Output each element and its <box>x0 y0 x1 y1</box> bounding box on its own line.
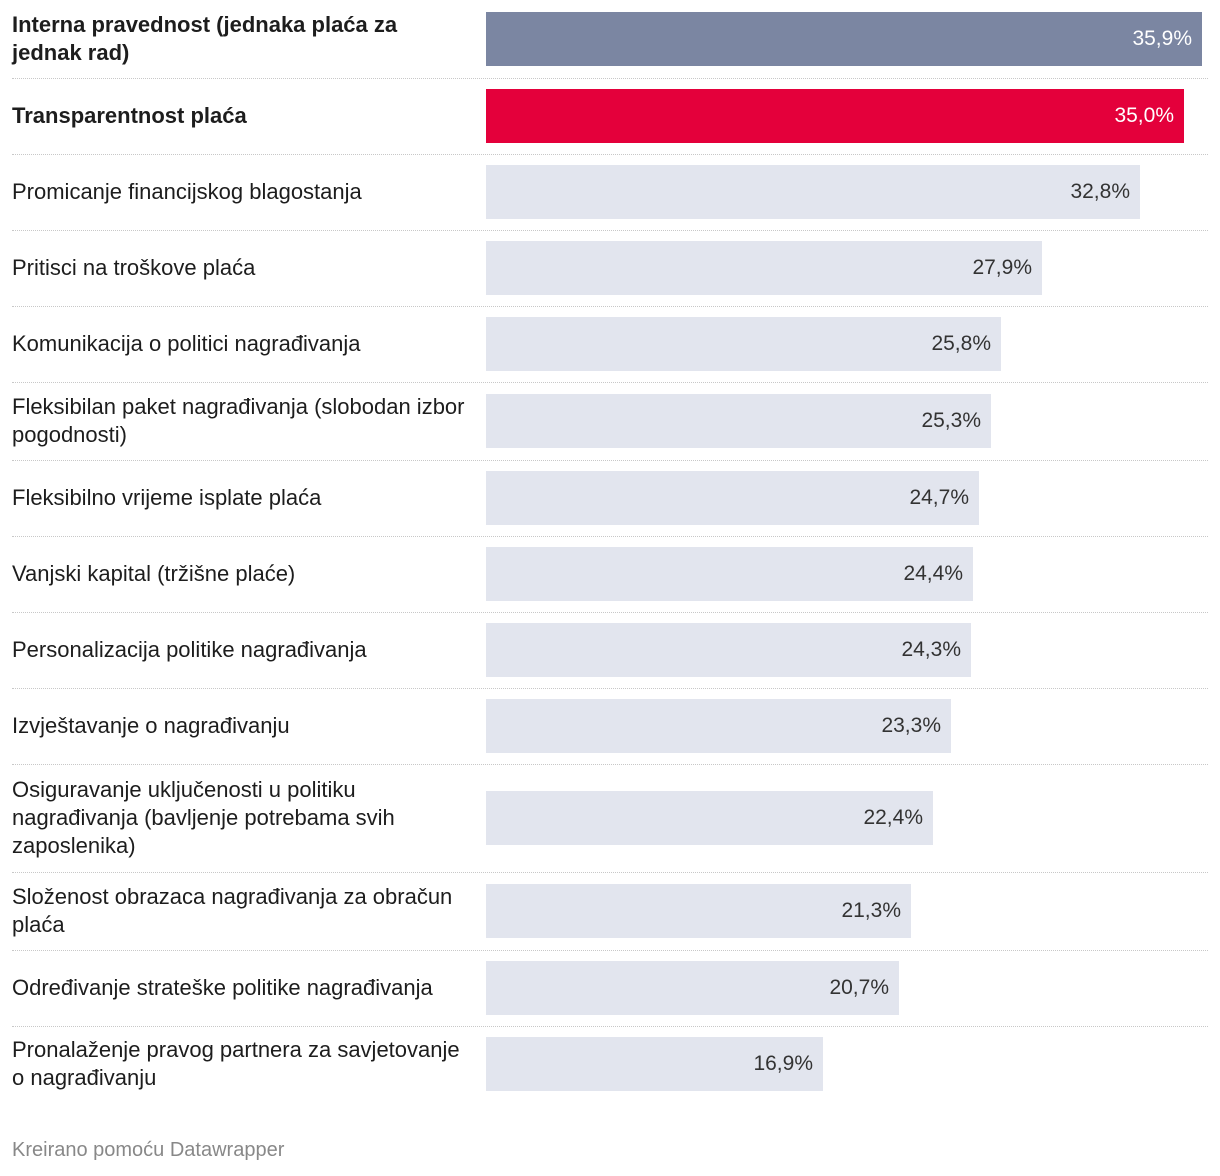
bar: 35,9% <box>486 12 1202 66</box>
bar: 22,4% <box>486 791 933 845</box>
bar: 24,3% <box>486 623 971 677</box>
category-label: Pronalaženje pravog partnera za savjetov… <box>12 1037 460 1090</box>
category-label: Promicanje financijskog blagostanja <box>12 179 362 204</box>
bar: 24,7% <box>486 471 979 525</box>
bar-row: Pronalaženje pravog partnera za savjetov… <box>12 1026 1208 1102</box>
bar-row: Komunikacija o politici nagrađivanja 25,8… <box>12 306 1208 383</box>
category-label: Fleksibilan paket nagrađivanja (slobodan… <box>12 394 465 447</box>
category-label: Složenost obrazaca nagrađivanja za obrač… <box>12 884 453 937</box>
bar: 25,3% <box>486 394 991 448</box>
bar-value-label: 22,4% <box>863 806 923 829</box>
category-label: Osiguravanje uključenosti u politiku nag… <box>12 777 395 858</box>
bar-value-label: 24,4% <box>903 562 963 585</box>
bar-row: Fleksibilno vrijeme isplate plaća 24,7% <box>12 460 1208 537</box>
category-label: Izvještavanje o nagrađivanju <box>12 713 290 738</box>
bar: 27,9% <box>486 241 1042 295</box>
bar-value-label: 16,9% <box>753 1052 813 1075</box>
bar-value-label: 35,0% <box>1114 104 1174 127</box>
bar-value-label: 20,7% <box>829 976 889 999</box>
bar-value-label: 25,3% <box>921 409 981 432</box>
bar-value-label: 23,3% <box>881 714 941 737</box>
category-label: Personalizacija politike nagrađivanja <box>12 637 367 662</box>
bar-row: Promicanje financijskog blagostanja 32,8% <box>12 154 1208 231</box>
category-label: Fleksibilno vrijeme isplate plaća <box>12 485 322 510</box>
bar-value-label: 21,3% <box>841 899 901 922</box>
bar-row: Transparentnost plaća 35,0% <box>12 78 1208 155</box>
bar: 24,4% <box>486 547 973 601</box>
bar-value-label: 25,8% <box>931 332 991 355</box>
bar: 23,3% <box>486 699 951 753</box>
bar: 32,8% <box>486 165 1140 219</box>
bar-row: Pritisci na troškove plaća 27,9% <box>12 230 1208 307</box>
category-label: Vanjski kapital (tržišne plaće) <box>12 561 296 586</box>
bar-row: Složenost obrazaca nagrađivanja za obrač… <box>12 872 1208 951</box>
bar-row: Vanjski kapital (tržišne plaće) 24,4% <box>12 536 1208 613</box>
bar-value-label: 24,7% <box>909 486 969 509</box>
bar-row: Interna pravednost (jednaka plaća za jed… <box>12 0 1208 79</box>
category-label: Određivanje strateške politike nagrađiva… <box>12 975 433 1000</box>
bar-chart: Interna pravednost (jednaka plaća za jed… <box>12 0 1208 1102</box>
credit-footer: Kreirano pomoću Datawrapper <box>12 1139 285 1161</box>
bar: 20,7% <box>486 961 899 1015</box>
bar-row: Osiguravanje uključenosti u politiku nag… <box>12 764 1208 873</box>
bar: 16,9% <box>486 1037 823 1091</box>
bar-value-label: 27,9% <box>972 256 1032 279</box>
bar-row: Izvještavanje o nagrađivanju 23,3% <box>12 688 1208 765</box>
bar-value-label: 24,3% <box>901 638 961 661</box>
bar-value-label: 35,9% <box>1132 27 1192 50</box>
category-label: Pritisci na troškove plaća <box>12 255 256 280</box>
bar-value-label: 32,8% <box>1070 180 1130 203</box>
category-label: Transparentnost plaća <box>12 103 247 128</box>
bar-row: Određivanje strateške politike nagrađiva… <box>12 950 1208 1027</box>
category-label: Interna pravednost (jednaka plaća za jed… <box>12 12 398 65</box>
bar: 35,0% <box>486 89 1184 143</box>
bar: 25,8% <box>486 317 1001 371</box>
bar: 21,3% <box>486 884 911 938</box>
bar-row: Fleksibilan paket nagrađivanja (slobodan… <box>12 382 1208 461</box>
category-label: Komunikacija o politici nagrađivanja <box>12 331 361 356</box>
bar-row: Personalizacija politike nagrađivanja 24,… <box>12 612 1208 689</box>
